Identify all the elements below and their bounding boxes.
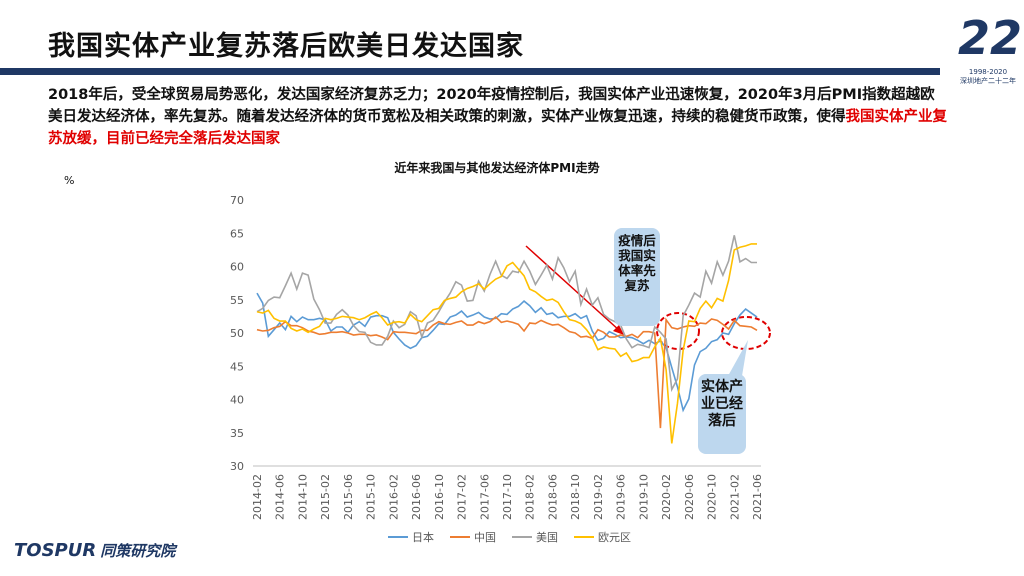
x-tick-label: 2019-06 [615,474,628,520]
x-tick-label: 2015-10 [365,474,378,520]
x-tick-label: 2018-10 [569,474,582,520]
logo: TOSPUR 同策研究院 [14,540,175,561]
series-line [256,315,758,429]
highlight-ellipse [656,312,700,350]
trend-arrow [525,245,621,332]
legend-label: 欧元区 [598,531,631,544]
highlight-ellipse [721,316,771,350]
annotation: 疫情后我国实体率先复苏 [614,228,660,326]
chart-title: 近年来我国与其他发达经济体PMI走势 [394,160,599,175]
series-line [256,292,758,413]
badge: 22 1998-2020 深圳地产二十二年 [958,8,1023,86]
x-tick-label: 2020-10 [706,474,719,520]
arrow-head [613,325,624,335]
x-tick-label: 2016-10 [433,474,446,520]
title-bar [0,68,940,75]
x-tick-label: 2014-02 [251,474,264,520]
y-tick-label: 55 [230,294,244,307]
x-tick-label: 2016-06 [410,474,423,520]
legend-label: 中国 [474,531,496,544]
x-tick-label: 2017-02 [456,474,469,520]
x-tick-label: 2016-02 [387,474,400,520]
legend-label: 日本 [412,530,434,544]
series-line [256,235,757,393]
x-tick-label: 2021-02 [728,474,741,520]
x-tick-label: 2018-02 [524,474,537,520]
bubble-pointer [728,340,748,376]
series-line [256,243,757,444]
annotation: 实体产业已经落后 [698,374,746,454]
y-tick-label: 40 [230,394,244,407]
y-tick-label: 70 [230,194,244,207]
badge-years: 1998-2020 [968,68,1008,76]
y-tick-label: 50 [230,327,244,340]
logo-sub: 同策研究院 [100,542,176,560]
y-tick-label: 30 [230,460,244,473]
x-tick-label: 2017-10 [501,474,514,520]
paragraph-text: 2018年后，受全球贸易局势恶化，发达国家经济复苏乏力；2020年疫情控制后，我… [48,87,935,125]
x-tick-label: 2015-02 [319,474,332,520]
x-tick-label: 2019-02 [592,474,605,520]
x-tick-label: 2019-10 [637,474,650,520]
x-tick-label: 2014-06 [274,474,287,520]
y-tick-label: 60 [230,261,244,274]
y-axis-label: % [64,174,74,187]
slide-title: 我国实体产业复苏落后欧美日发达国家 [48,31,524,62]
legend-label: 美国 [536,531,558,544]
paragraph: 2018年后，受全球贸易局势恶化，发达国家经济复苏乏力；2020年疫情控制后，我… [48,84,948,150]
y-tick-label: 45 [230,360,244,373]
badge-number: 22 [958,11,1023,65]
x-tick-label: 2015-06 [342,474,355,520]
x-tick-label: 2018-06 [546,474,559,520]
x-tick-label: 2020-06 [683,474,696,520]
logo-text: TOSPUR [14,540,97,561]
badge-caption: 深圳地产二十二年 [960,77,1016,85]
x-tick-label: 2020-02 [660,474,673,520]
highlight-text: 我国实体产业复苏放缓，目前已经完全落后发达国家 [48,109,947,147]
x-tick-label: 2021-06 [751,474,764,520]
x-tick-label: 2014-10 [296,474,309,520]
x-tick-label: 2017-06 [478,474,491,520]
y-tick-label: 65 [230,227,244,240]
y-tick-label: 35 [230,427,244,440]
